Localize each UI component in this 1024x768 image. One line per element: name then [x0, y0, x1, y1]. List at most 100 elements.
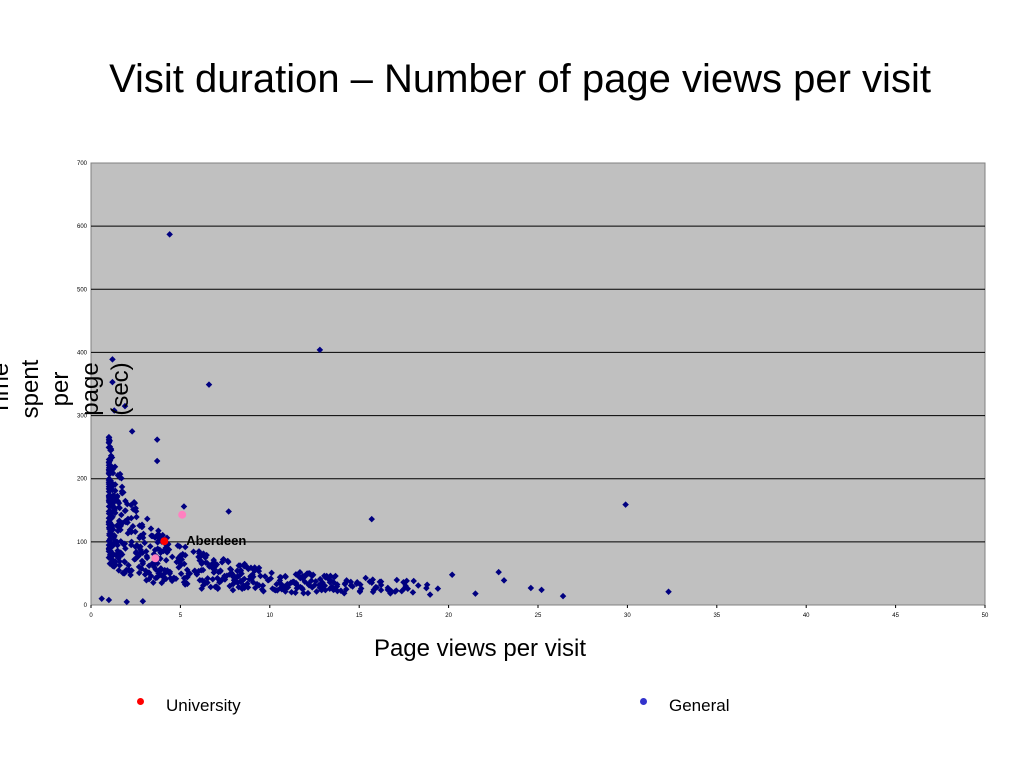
data-point — [153, 436, 161, 443]
data-point — [138, 565, 145, 572]
x-tick-15: 15 — [356, 613, 363, 619]
data-point — [402, 582, 409, 590]
legend-item-university: University — [137, 696, 241, 716]
data-point — [155, 527, 162, 535]
x-axis-label: Page views per visit — [373, 635, 587, 662]
data-point — [200, 578, 208, 585]
data-point — [312, 578, 319, 585]
x-tick-40: 40 — [803, 613, 810, 619]
data-point — [132, 504, 139, 512]
data-point — [205, 381, 213, 388]
data-point — [356, 587, 364, 595]
data-point — [306, 581, 313, 589]
data-point — [176, 543, 183, 550]
data-point — [180, 503, 188, 510]
data-point — [293, 581, 300, 589]
highlight-point-0 — [160, 537, 169, 546]
data-point — [166, 231, 173, 238]
page-title: Visit duration – Number of page views pe… — [109, 57, 931, 101]
data-point — [277, 584, 285, 592]
data-point — [240, 562, 248, 570]
data-point — [158, 572, 165, 579]
data-point — [164, 567, 171, 574]
y-tick-labels: 0 100 200 300 400 500 600 700 — [77, 161, 88, 609]
x-tick-labels: 0 5 10 15 20 25 30 35 40 45 50 — [89, 605, 989, 619]
y-tick-0: 0 — [84, 603, 88, 609]
legend-dot-general — [640, 697, 647, 705]
data-point — [273, 580, 280, 588]
data-point — [377, 586, 385, 594]
data-point — [151, 546, 159, 554]
y-axis-label: Time spent per page (sec) — [0, 359, 134, 419]
data-point — [179, 550, 186, 558]
data-point — [123, 598, 131, 606]
data-point — [162, 557, 170, 564]
data-point — [328, 583, 336, 590]
data-point — [264, 576, 272, 584]
data-point — [133, 513, 140, 521]
data-point — [120, 570, 128, 577]
data-point — [239, 585, 246, 592]
data-point — [157, 566, 164, 573]
data-point — [115, 554, 122, 562]
data-point — [665, 588, 672, 595]
x-tick-45: 45 — [892, 613, 899, 619]
data-point — [146, 543, 154, 550]
data-point — [117, 549, 124, 556]
data-point — [180, 560, 188, 568]
data-point — [110, 407, 118, 414]
data-point — [333, 583, 341, 590]
legend-item-general: General — [640, 696, 729, 716]
data-point — [398, 587, 405, 595]
data-point — [268, 569, 275, 577]
data-point — [168, 553, 176, 561]
data-point — [257, 572, 264, 580]
data-point — [198, 585, 205, 592]
data-point — [559, 592, 567, 600]
data-point — [298, 584, 306, 592]
data-point — [472, 590, 479, 597]
data-point — [120, 489, 127, 496]
data-point — [316, 584, 324, 592]
y-tick-700: 700 — [77, 161, 88, 167]
data-point — [245, 565, 252, 573]
data-point — [353, 579, 361, 586]
data-point — [415, 582, 422, 589]
data-point — [173, 558, 180, 566]
data-point — [409, 589, 417, 596]
x-tick-10: 10 — [266, 613, 273, 619]
data-point — [370, 586, 378, 594]
data-point — [168, 577, 176, 585]
data-point — [495, 568, 502, 576]
y-tick-600: 600 — [77, 224, 88, 230]
data-point — [366, 578, 373, 585]
data-point — [195, 553, 202, 561]
data-point — [403, 577, 410, 585]
data-point — [258, 586, 266, 593]
data-point — [138, 557, 146, 565]
y-tick-200: 200 — [77, 477, 88, 483]
data-point — [180, 574, 188, 582]
x-tick-35: 35 — [713, 613, 720, 619]
data-point — [114, 472, 122, 479]
data-point — [237, 578, 244, 586]
highlight-point-2 — [151, 554, 160, 563]
data-point — [143, 576, 150, 584]
y-tick-300: 300 — [77, 414, 88, 420]
data-point — [214, 574, 221, 582]
data-point — [220, 556, 227, 563]
data-point — [198, 558, 205, 565]
data-point — [341, 580, 349, 588]
data-point — [410, 577, 417, 585]
data-point — [255, 567, 263, 575]
y-tick-100: 100 — [77, 540, 88, 546]
y-tick-500: 500 — [77, 287, 88, 293]
data-point — [107, 447, 114, 454]
legend-dot-university — [137, 697, 144, 705]
data-point — [313, 588, 320, 595]
data-point — [246, 575, 253, 583]
data-point — [143, 554, 151, 562]
data-point — [109, 541, 116, 549]
data-point — [106, 483, 113, 490]
data-point — [105, 439, 113, 446]
